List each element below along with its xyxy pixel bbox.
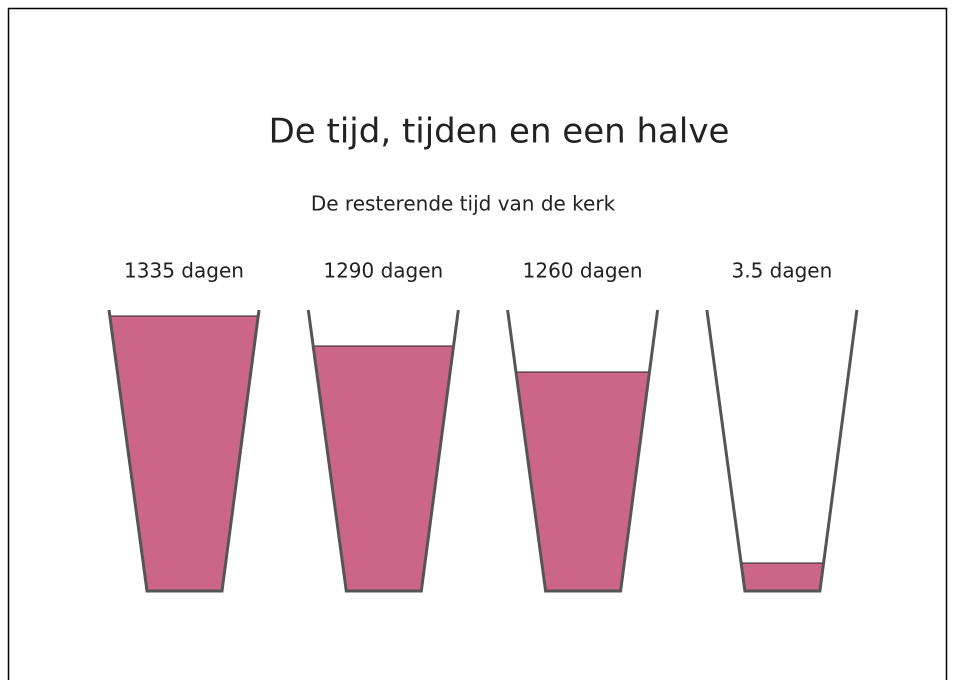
liquid [109, 316, 259, 591]
liquid [741, 563, 824, 591]
glass [705, 309, 859, 593]
liquid [313, 346, 454, 591]
glass [306, 309, 460, 593]
frame [7, 7, 948, 680]
liquid [515, 372, 650, 591]
glass [506, 309, 660, 593]
glass-label: 1290 dagen [323, 259, 443, 283]
glass [107, 309, 261, 593]
title: De tijd, tijden en een halve [269, 112, 730, 152]
glass-label: 1335 dagen [124, 259, 244, 283]
glasses: 1335 dagen 1290 dagen 1260 dagen 3.5 dagen [107, 259, 859, 593]
subtitle: De resterende tijd van de kerk [311, 192, 616, 216]
glass-label: 1260 dagen [523, 259, 643, 283]
glass-label: 3.5 dagen [732, 259, 833, 283]
